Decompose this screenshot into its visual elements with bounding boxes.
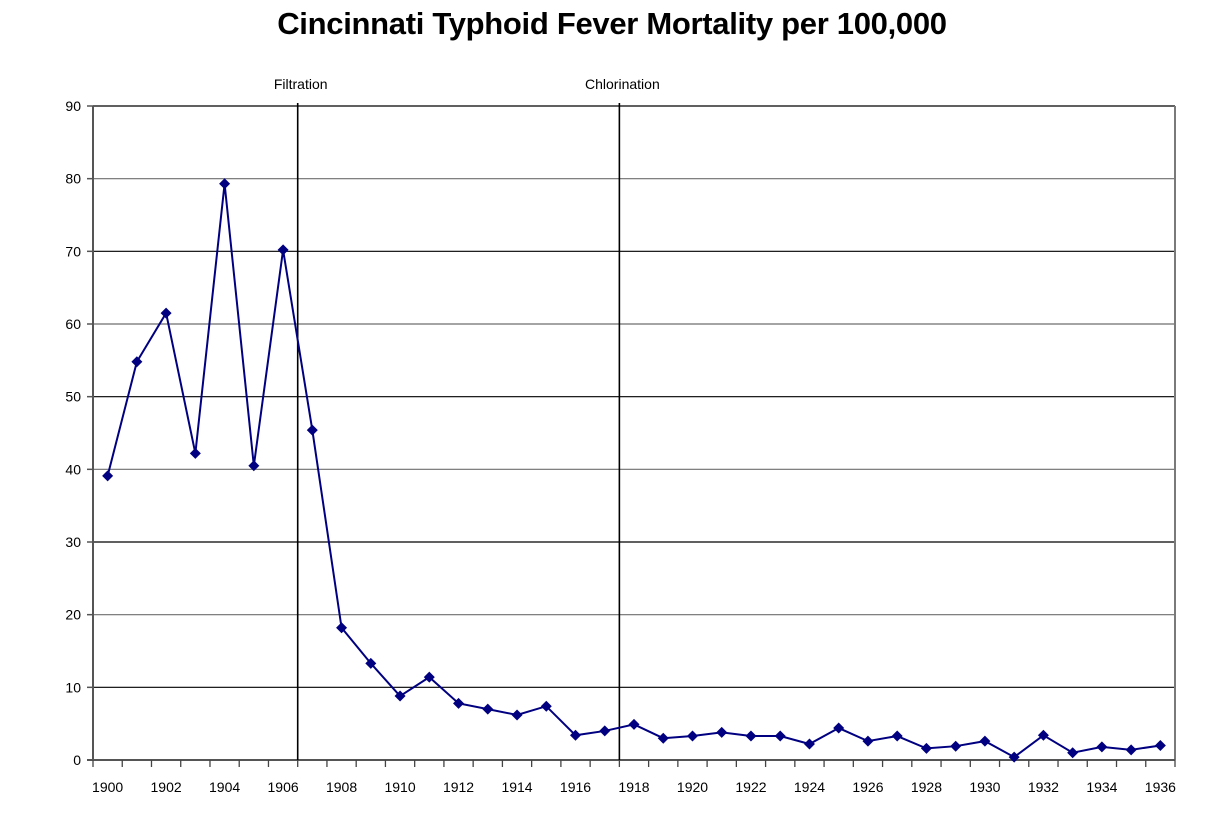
- data-point-marker: [979, 735, 991, 747]
- data-point-marker: [745, 730, 757, 742]
- data-point-marker: [482, 703, 494, 715]
- data-point-marker: [599, 725, 611, 737]
- data-point-marker: [511, 709, 523, 721]
- data-point-marker: [1096, 741, 1108, 753]
- data-point-marker: [160, 307, 172, 319]
- x-tick-label: 1924: [794, 779, 825, 795]
- data-point-marker: [1037, 729, 1049, 741]
- data-point-marker: [102, 470, 114, 482]
- data-point-marker: [394, 690, 406, 702]
- x-tick-label: 1900: [92, 779, 123, 795]
- data-point-marker: [365, 657, 377, 669]
- data-point-marker: [1067, 747, 1079, 759]
- data-point-marker: [453, 697, 465, 709]
- data-series: [102, 178, 1166, 763]
- x-tick-label: 1910: [384, 779, 415, 795]
- y-tick-label: 40: [65, 461, 81, 477]
- x-tick-label: 1928: [911, 779, 942, 795]
- data-point-marker: [657, 732, 669, 744]
- data-point-marker: [277, 244, 289, 256]
- data-point-marker: [189, 447, 201, 459]
- data-point-marker: [803, 738, 815, 750]
- data-point-marker: [716, 726, 728, 738]
- data-point-marker: [219, 178, 231, 190]
- y-tick-label: 90: [65, 98, 81, 114]
- x-tick-label: 1904: [209, 779, 240, 795]
- annotation-label: Filtration: [274, 76, 328, 92]
- x-tick-label: 1918: [618, 779, 649, 795]
- x-tick-label: 1926: [852, 779, 883, 795]
- x-tick-label: 1930: [969, 779, 1000, 795]
- axes: [87, 105, 1176, 767]
- x-tick-label: 1936: [1145, 779, 1176, 795]
- data-point-marker: [950, 740, 962, 752]
- data-point-marker: [920, 742, 932, 754]
- data-point-marker: [131, 356, 143, 368]
- data-point-marker: [570, 729, 582, 741]
- x-tick-label: 1916: [560, 779, 591, 795]
- y-tick-label: 30: [65, 534, 81, 550]
- data-point-marker: [1154, 739, 1166, 751]
- data-point-marker: [248, 460, 260, 472]
- chart-title: Cincinnati Typhoid Fever Mortality per 1…: [277, 6, 947, 41]
- data-point-marker: [336, 622, 348, 634]
- data-point-marker: [423, 671, 435, 683]
- data-point-marker: [540, 700, 552, 712]
- tick-labels: 0 10 20 30 40 50 60 70 80 90 1900 1902 1904 1906 1908 1…: [65, 98, 1176, 795]
- y-tick-label: 0: [73, 752, 81, 768]
- annotations: Filtration Chlorination: [274, 76, 660, 760]
- data-point-marker: [628, 718, 640, 730]
- y-tick-label: 20: [65, 607, 81, 623]
- x-tick-label: 1906: [268, 779, 299, 795]
- data-point-marker: [833, 722, 845, 734]
- x-tick-label: 1920: [677, 779, 708, 795]
- y-tick-label: 70: [65, 243, 81, 259]
- data-point-marker: [1008, 751, 1020, 763]
- x-tick-label: 1902: [151, 779, 182, 795]
- x-tick-label: 1934: [1086, 779, 1117, 795]
- x-tick-label: 1912: [443, 779, 474, 795]
- y-tick-label: 50: [65, 389, 81, 405]
- data-point-marker: [774, 730, 786, 742]
- data-point-marker: [686, 730, 698, 742]
- x-tick-label: 1922: [735, 779, 766, 795]
- y-tick-label: 60: [65, 316, 81, 332]
- data-point-marker: [891, 730, 903, 742]
- data-point-marker: [862, 735, 874, 747]
- x-tick-label: 1932: [1028, 779, 1059, 795]
- y-tick-label: 10: [65, 679, 81, 695]
- data-point-marker: [1125, 744, 1137, 756]
- y-tick-label: 80: [65, 171, 81, 187]
- series-line: [106, 183, 1161, 759]
- x-tick-label: 1908: [326, 779, 357, 795]
- gridlines: [93, 105, 1175, 688]
- annotation-label: Chlorination: [585, 76, 660, 92]
- x-tick-label: 1914: [501, 779, 532, 795]
- data-point-marker: [306, 424, 318, 436]
